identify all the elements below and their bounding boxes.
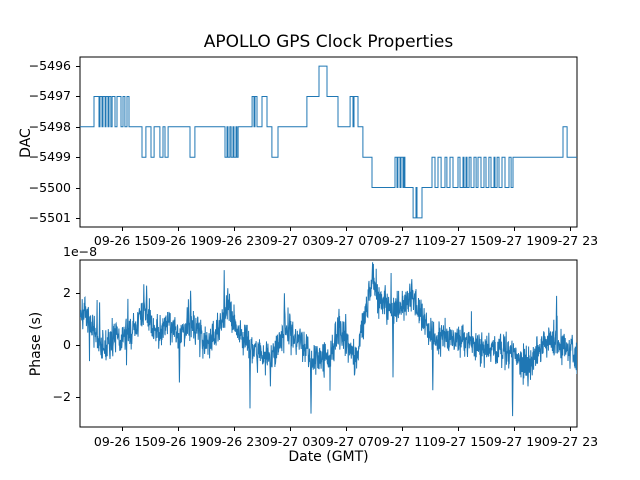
y-tick-label: −5501 xyxy=(28,209,71,225)
x-tick-label: 09-26 23 xyxy=(205,434,263,449)
phase-offset-label: 1e−8 xyxy=(63,244,98,259)
x-tick-label: 09-27 07 xyxy=(317,233,375,248)
x-tick-label: 09-27 19 xyxy=(485,233,543,248)
y-tick-label: −5498 xyxy=(28,118,71,134)
x-tick-label: 09-26 15 xyxy=(93,233,151,248)
x-tick-label: 09-27 15 xyxy=(429,233,487,248)
x-axis-label: Date (GMT) xyxy=(288,449,369,465)
y-tick-label: −5500 xyxy=(28,179,71,195)
x-tick-label: 09-27 15 xyxy=(429,434,487,449)
y-tick-label: −5499 xyxy=(28,149,71,165)
phase-noise-line xyxy=(80,262,577,417)
x-tick-label: 09-26 19 xyxy=(149,233,207,248)
x-tick-label: 09-27 23 xyxy=(541,434,599,449)
axes-spines xyxy=(79,259,578,428)
x-tick-label: 09-27 07 xyxy=(317,434,375,449)
x-tick-label: 09-27 11 xyxy=(373,434,431,449)
x-tick-label: 09-26 19 xyxy=(149,434,207,449)
axes-spines xyxy=(79,56,578,228)
y-tick-label: −2 xyxy=(52,388,71,404)
x-tick-label: 09-27 03 xyxy=(261,233,319,248)
dac-step-line xyxy=(80,65,577,219)
x-tick-label: 09-27 03 xyxy=(261,434,319,449)
x-tick-label: 09-27 19 xyxy=(485,434,543,449)
y-tick-label: −5496 xyxy=(28,58,71,74)
x-tick-label: 09-27 11 xyxy=(373,233,431,248)
y-tick-label: −5497 xyxy=(28,88,71,104)
x-tick-label: 09-26 15 xyxy=(93,434,151,449)
x-tick-label: 09-26 23 xyxy=(205,233,263,248)
y-tick-label: 0 xyxy=(63,337,71,353)
x-tick-label: 09-27 23 xyxy=(541,233,599,248)
dac-y-axis-label: DAC xyxy=(18,128,34,158)
chart-title: APOLLO GPS Clock Properties xyxy=(203,32,454,52)
y-tick-label: 2 xyxy=(63,285,71,301)
